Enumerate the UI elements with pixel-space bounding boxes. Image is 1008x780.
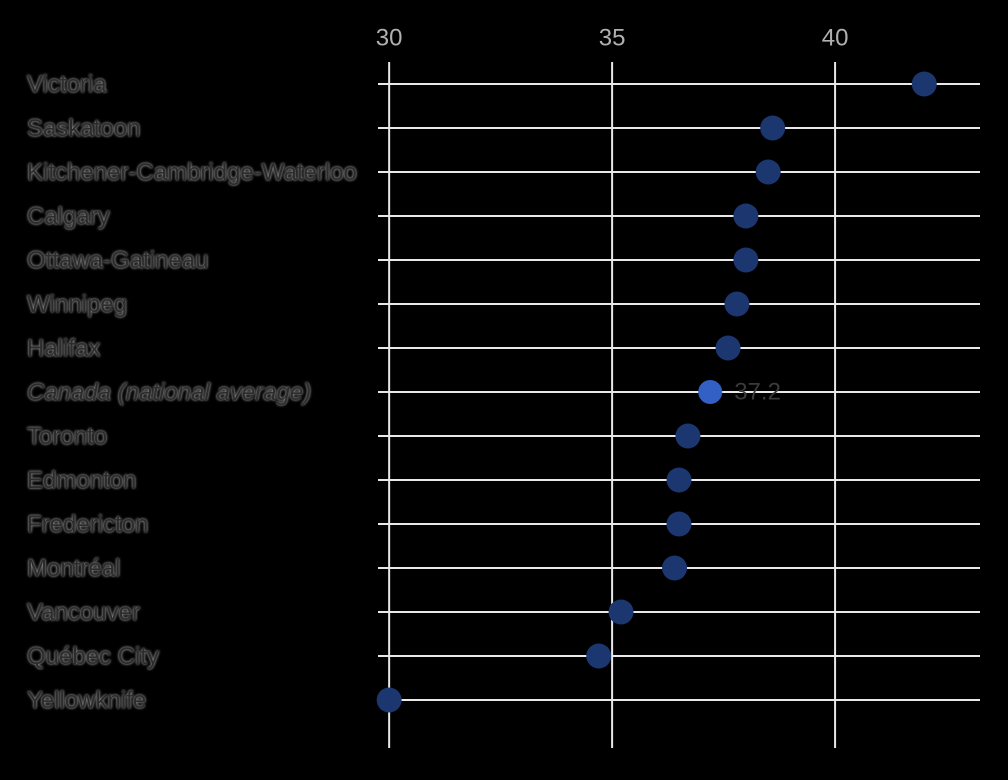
category-label: Vancouver xyxy=(27,598,140,626)
category-label: Edmonton xyxy=(27,466,137,494)
dot xyxy=(760,115,786,141)
dot xyxy=(733,203,759,229)
dot xyxy=(586,643,612,669)
dot xyxy=(715,335,741,361)
category-label: Québec City xyxy=(27,642,160,670)
category-label: Winnipeg xyxy=(27,290,128,318)
x-tick-label: 40 xyxy=(822,24,849,51)
dot xyxy=(666,467,692,493)
dot xyxy=(662,555,688,581)
dot xyxy=(376,687,402,713)
dot xyxy=(724,291,750,317)
category-label: Toronto xyxy=(27,422,108,450)
category-label: Victoria xyxy=(27,70,107,98)
category-label: Ottawa-Gatineau xyxy=(27,246,209,274)
category-label: Montréal xyxy=(27,554,121,582)
dot xyxy=(733,247,759,273)
dot xyxy=(666,511,692,537)
dot xyxy=(698,380,723,404)
x-tick-label: 35 xyxy=(599,24,626,51)
category-labels: Victoria Saskatoon Kitchener-Cambridge-Wat… xyxy=(27,62,367,722)
x-tick-label: 30 xyxy=(376,24,403,51)
dot xyxy=(911,71,937,97)
category-label: Halifax xyxy=(27,334,101,362)
dot xyxy=(608,599,634,625)
category-label: Kitchener-Cambridge-Waterloo xyxy=(27,158,357,186)
dot xyxy=(675,423,701,449)
category-label: Saskatoon xyxy=(27,114,141,142)
value-label: 37.2 xyxy=(734,378,781,405)
category-label: Calgary xyxy=(27,202,110,230)
category-label: Fredericton xyxy=(27,510,149,538)
category-label: Yellowknife xyxy=(27,686,147,714)
dot xyxy=(755,159,781,185)
category-label: Canada (national average) xyxy=(27,378,312,406)
